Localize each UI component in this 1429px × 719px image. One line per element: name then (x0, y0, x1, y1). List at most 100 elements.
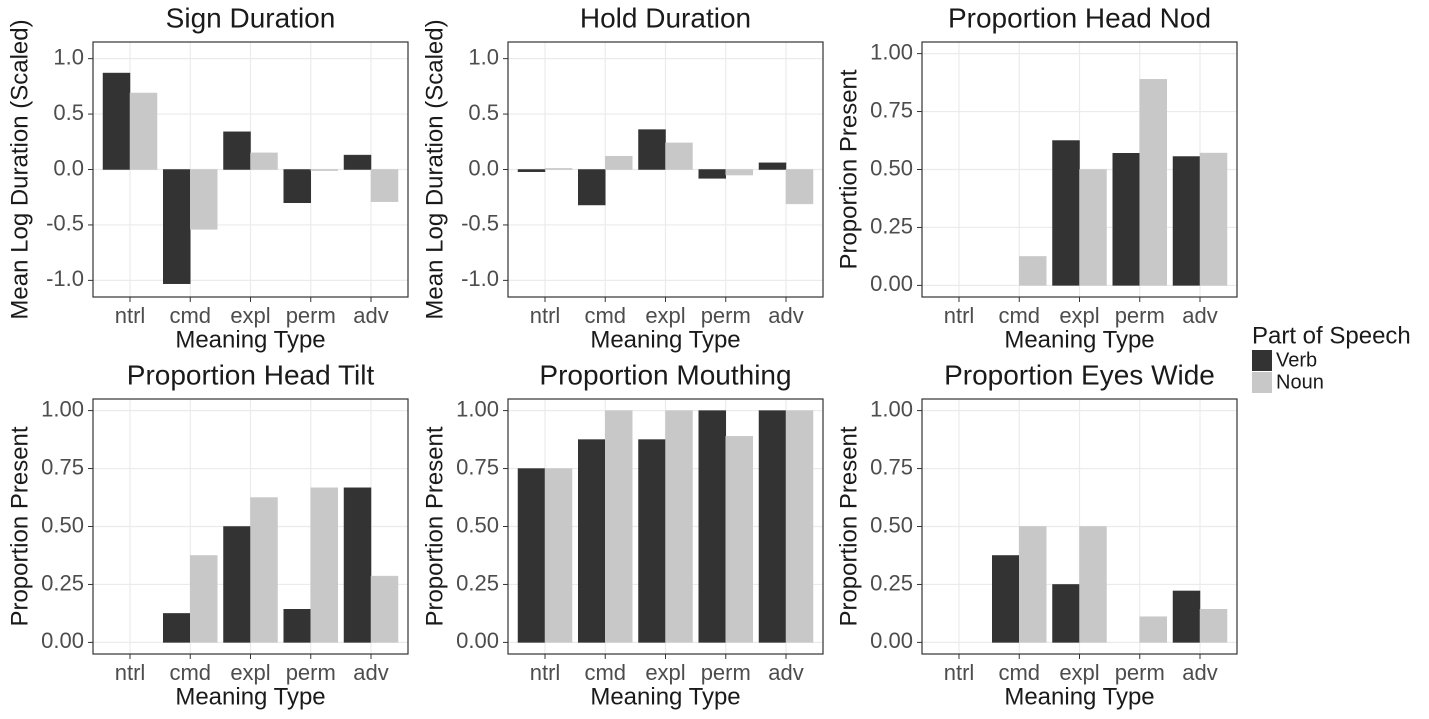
x-tick-label: cmd (584, 303, 626, 328)
x-tick-label: ntrl (530, 303, 561, 328)
bar (1052, 140, 1080, 286)
bar (1079, 526, 1107, 643)
bar (785, 169, 814, 205)
x-tick-label: expl (230, 303, 270, 328)
x-tick-label: ntrl (944, 303, 975, 328)
y-axis-label: Proportion Present (421, 426, 448, 626)
x-tick-label: ntrl (115, 303, 146, 328)
y-axis-label: Proportion Present (835, 69, 862, 269)
chart-title: Proportion Head Nod (948, 2, 1211, 33)
bar (1199, 609, 1228, 643)
bar (1199, 152, 1228, 286)
y-tick-label: -0.5 (461, 211, 499, 236)
y-tick-label: 0.25 (870, 570, 913, 595)
bar (283, 609, 311, 643)
bar (638, 129, 666, 170)
x-axis-label: Meaning Type (1004, 326, 1154, 353)
bar (725, 436, 753, 643)
legend-label: Noun (1276, 371, 1324, 393)
bar (758, 162, 787, 170)
y-tick-label: 0.75 (870, 97, 913, 122)
bar (578, 439, 606, 643)
x-axis-label: Meaning Type (175, 683, 325, 710)
bar (343, 154, 372, 170)
x-tick-label: ntrl (530, 660, 561, 685)
bar (544, 168, 573, 170)
y-tick-label: -1.0 (461, 266, 499, 291)
y-tick-label: 0.25 (41, 570, 84, 595)
y-tick-label: 0.00 (41, 628, 84, 653)
x-tick-label: ntrl (115, 660, 146, 685)
x-tick-label: expl (1059, 660, 1099, 685)
x-tick-label: perm (286, 303, 336, 328)
bar (605, 410, 633, 643)
x-tick-label: perm (701, 660, 751, 685)
y-tick-label: 0.75 (456, 454, 499, 479)
x-tick-label: expl (1059, 303, 1099, 328)
x-tick-label: adv (353, 303, 388, 328)
bar (223, 131, 251, 170)
y-axis-label: Mean Log Duration (Scaled) (421, 19, 448, 319)
bar (1172, 590, 1201, 643)
x-tick-label: expl (645, 303, 685, 328)
bar (283, 169, 311, 204)
bar (665, 410, 693, 643)
x-tick-label: cmd (998, 660, 1040, 685)
y-tick-label: -0.5 (46, 211, 84, 236)
y-axis-label: Proportion Present (835, 426, 862, 626)
y-tick-label: 1.00 (456, 396, 499, 421)
bar (1079, 169, 1107, 286)
y-tick-label: 0.50 (870, 155, 913, 180)
x-axis-label: Meaning Type (590, 683, 740, 710)
x-tick-label: cmd (998, 303, 1040, 328)
x-tick-label: cmd (584, 660, 626, 685)
y-tick-label: 1.0 (53, 44, 84, 69)
bar (1139, 79, 1167, 286)
bar (129, 92, 158, 170)
y-tick-label: 0.75 (41, 454, 84, 479)
x-tick-label: ntrl (944, 660, 975, 685)
y-axis-label: Mean Log Duration (Scaled) (6, 19, 33, 319)
bar (310, 487, 338, 643)
x-tick-label: adv (768, 660, 803, 685)
bar (250, 152, 278, 170)
x-tick-label: cmd (169, 303, 211, 328)
chart-title: Sign Duration (166, 2, 336, 33)
bar (698, 169, 726, 179)
bar (370, 169, 399, 202)
bar (370, 575, 399, 643)
x-tick-label: cmd (169, 660, 211, 685)
y-tick-label: 1.0 (468, 44, 499, 69)
bar (163, 169, 191, 284)
bar (578, 169, 606, 206)
x-tick-label: perm (701, 303, 751, 328)
x-tick-label: adv (1182, 660, 1217, 685)
bar (517, 468, 546, 643)
bar (605, 155, 633, 170)
x-axis-label: Meaning Type (1004, 683, 1154, 710)
y-tick-label: 0.00 (870, 628, 913, 653)
y-tick-label: 0.00 (870, 271, 913, 296)
y-tick-label: 1.00 (870, 396, 913, 421)
y-tick-label: 0.00 (456, 628, 499, 653)
chart-title: Hold Duration (580, 2, 751, 33)
legend-swatch (1252, 350, 1272, 371)
legend-label: Verb (1276, 349, 1317, 371)
x-tick-label: perm (1115, 660, 1165, 685)
x-tick-label: expl (645, 660, 685, 685)
y-tick-label: 0.0 (53, 155, 84, 180)
bar (250, 497, 278, 643)
x-tick-label: adv (353, 660, 388, 685)
y-tick-label: 1.00 (870, 39, 913, 64)
chart-title: Proportion Head Tilt (127, 359, 375, 390)
bar (725, 169, 753, 176)
bar (163, 613, 191, 643)
bar (343, 487, 372, 643)
bar (1139, 616, 1167, 643)
bar (758, 410, 787, 643)
x-axis-label: Meaning Type (590, 326, 740, 353)
bar (544, 468, 573, 643)
x-tick-label: expl (230, 660, 270, 685)
bar (190, 555, 218, 643)
bar (1052, 584, 1080, 643)
